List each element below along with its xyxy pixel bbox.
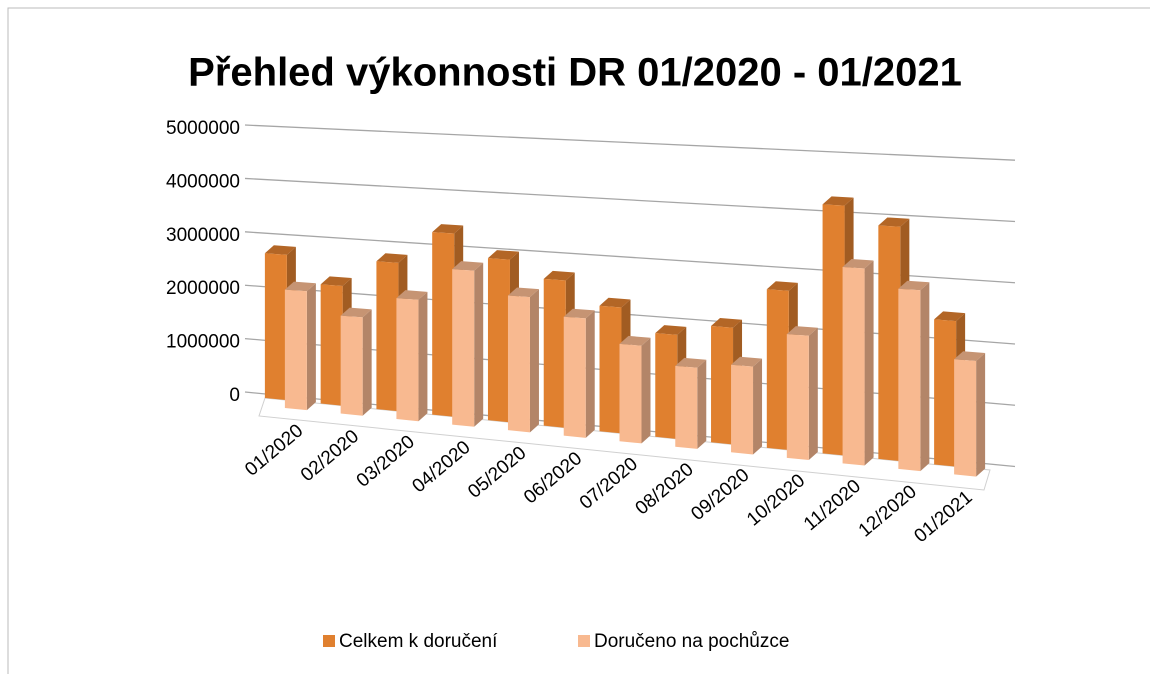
grid-line — [244, 177, 1016, 223]
legend-swatch — [323, 635, 335, 647]
bar — [396, 290, 428, 422]
legend-label: Doručeno na pochůzce — [594, 631, 789, 652]
bar — [675, 357, 707, 449]
bar — [563, 308, 595, 438]
legend-label: Celkem k doručení — [339, 631, 498, 652]
bar — [340, 307, 372, 416]
legend-swatch — [578, 635, 590, 647]
bar — [842, 259, 874, 466]
x-tick-label: 01/2021 — [910, 487, 976, 547]
y-tick-label: 5000000 — [166, 118, 240, 139]
bar — [954, 351, 986, 477]
bar — [507, 287, 539, 433]
y-tick-label: 3000000 — [166, 225, 240, 246]
bar — [898, 280, 930, 472]
frame — [7, 7, 1150, 674]
bar — [731, 356, 763, 455]
y-tick-label: 2000000 — [166, 278, 240, 299]
y-tick-label: 1000000 — [166, 332, 240, 353]
bar — [619, 335, 651, 444]
bar — [452, 261, 484, 427]
grid-line — [244, 124, 1016, 161]
y-tick-label: 4000000 — [166, 171, 240, 192]
y-tick-label: 0 — [229, 385, 240, 406]
x-tick-label: 10/2020 — [743, 470, 809, 530]
bar — [786, 326, 818, 461]
bar — [284, 281, 316, 411]
chart-title: Přehled výkonnosti DR 01/2020 - 01/2021 — [188, 51, 962, 95]
